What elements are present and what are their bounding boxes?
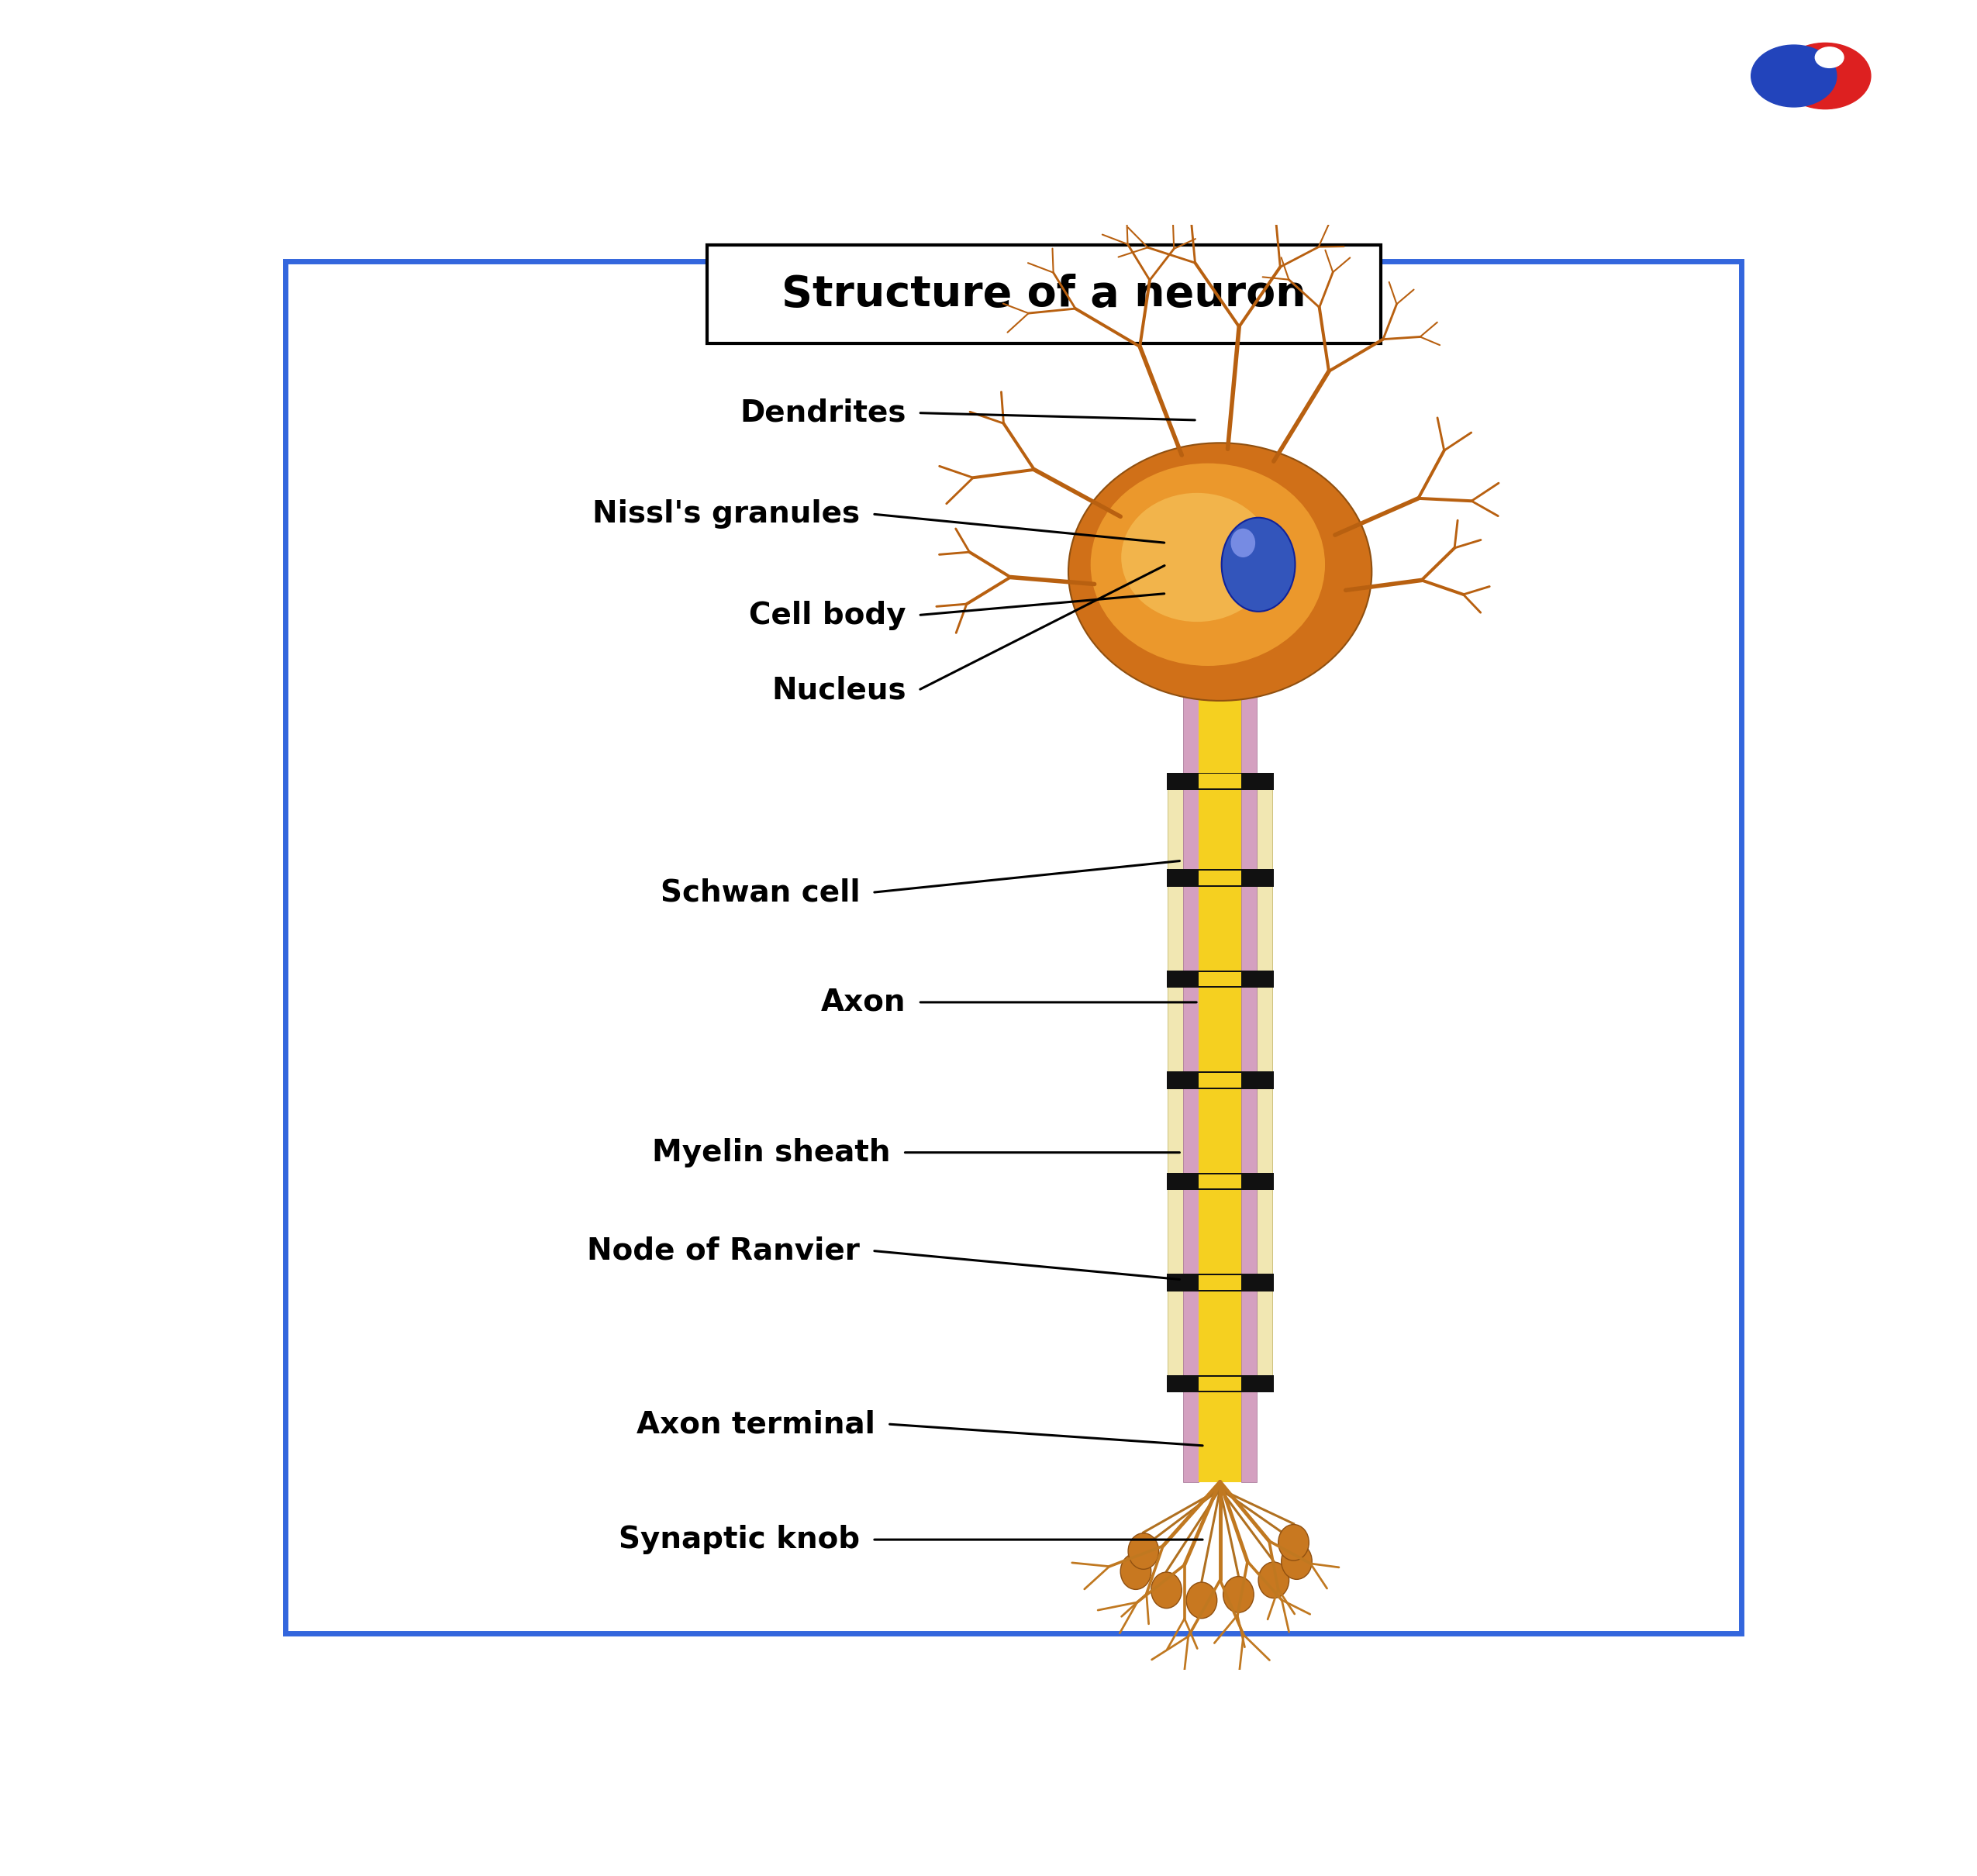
Polygon shape [1168,786,1271,874]
Text: Dendrites: Dendrites [739,398,905,428]
Text: Myelin sheath: Myelin sheath [652,1137,890,1167]
Polygon shape [1166,1375,1273,1392]
Text: Node of Ranvier: Node of Ranvier [587,1236,860,1266]
Circle shape [1752,45,1837,107]
Ellipse shape [1281,1544,1313,1580]
Polygon shape [1166,773,1273,790]
Polygon shape [1182,685,1257,694]
Polygon shape [1168,1186,1271,1278]
Text: Structure of a neuron: Structure of a neuron [781,274,1307,315]
Ellipse shape [1257,1563,1289,1598]
Polygon shape [1166,970,1273,989]
Ellipse shape [1186,1581,1218,1619]
Text: Cell body: Cell body [749,600,905,630]
Polygon shape [1198,972,1242,987]
Polygon shape [1198,1174,1242,1189]
Ellipse shape [1222,518,1295,612]
Polygon shape [1168,983,1271,1077]
Ellipse shape [1121,493,1273,621]
Polygon shape [1242,694,1257,1482]
Ellipse shape [1279,1525,1309,1561]
Ellipse shape [1121,1553,1151,1589]
Polygon shape [1166,1172,1273,1189]
FancyBboxPatch shape [708,246,1380,343]
Polygon shape [1198,694,1242,1482]
Circle shape [1742,26,1880,126]
Ellipse shape [1091,463,1325,666]
Polygon shape [1198,1377,1242,1390]
Polygon shape [1166,869,1273,887]
Text: Synaptic knob: Synaptic knob [619,1525,860,1555]
Ellipse shape [1224,1576,1253,1613]
Text: Axon terminal: Axon terminal [637,1409,876,1439]
Polygon shape [1198,870,1242,885]
Polygon shape [1166,1274,1273,1291]
Polygon shape [1166,1071,1273,1088]
Ellipse shape [1232,529,1255,557]
Polygon shape [1184,694,1198,1482]
Text: Nucleus: Nucleus [771,675,905,705]
Polygon shape [1198,775,1242,788]
Ellipse shape [1068,443,1372,702]
Polygon shape [1198,1073,1242,1088]
Text: Nissl's granules: Nissl's granules [593,499,860,529]
Polygon shape [1168,1287,1271,1379]
Polygon shape [1168,882,1271,976]
Text: Schwan cell: Schwan cell [660,878,860,908]
Text: Axon: Axon [820,987,905,1017]
Polygon shape [1168,1084,1271,1176]
Circle shape [1815,47,1845,68]
Ellipse shape [1151,1572,1182,1608]
Ellipse shape [1129,1533,1159,1568]
Circle shape [1779,43,1870,109]
Polygon shape [1198,1276,1242,1289]
